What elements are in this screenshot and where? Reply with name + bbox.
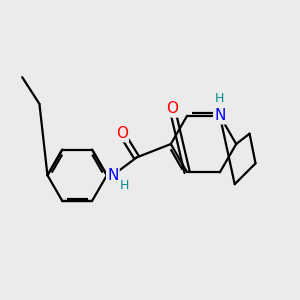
Text: O: O	[116, 126, 128, 141]
Text: O: O	[166, 101, 178, 116]
Text: N: N	[214, 108, 226, 123]
Text: H: H	[120, 178, 129, 192]
Text: H: H	[215, 92, 224, 105]
Text: N: N	[107, 168, 118, 183]
